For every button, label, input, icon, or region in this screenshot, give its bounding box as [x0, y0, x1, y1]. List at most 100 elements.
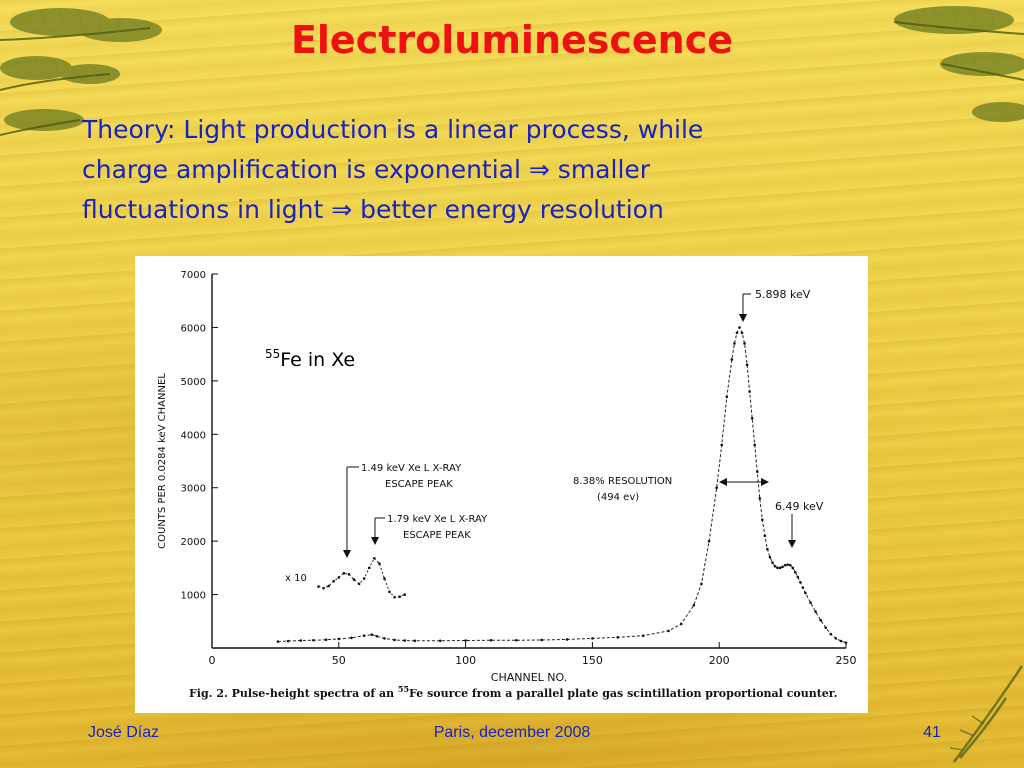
main-spectrum-point	[778, 566, 782, 570]
y-tick-label: 4000	[181, 430, 206, 441]
escape-peak-1-label-line1: 1.49 keV Xe L X-RAY	[361, 463, 462, 474]
x10-spectrum-point	[332, 579, 336, 583]
main-spectrum-point	[730, 358, 734, 361]
main-spectrum-point	[393, 638, 396, 642]
y-tick-label: 3000	[181, 484, 206, 495]
main-spectrum-point	[738, 326, 741, 329]
main-spectrum-point	[715, 486, 718, 490]
grass-stroke-decoration	[949, 665, 1024, 763]
escape-peak-1-arrowhead	[343, 550, 351, 558]
escape-peak-2-arrowhead	[371, 537, 379, 545]
x-tick-label: 200	[709, 654, 730, 667]
pine-branch-right-decoration	[893, 6, 1024, 122]
x10-spectrum-point	[347, 572, 351, 576]
x-tick-label: 250	[836, 654, 857, 667]
caption-superscript: 55	[398, 684, 409, 694]
main-spectrum-point	[350, 636, 353, 640]
main-spectrum-point	[591, 637, 594, 640]
main-spectrum-point	[766, 547, 769, 551]
main-spectrum-point	[692, 603, 696, 607]
main-spectrum-point	[438, 639, 442, 643]
main-spectrum-point	[788, 563, 792, 567]
fe-in-xe-text: Fe in Xe	[280, 349, 355, 371]
main-spectrum-point	[667, 629, 670, 633]
pine-branch-left-decoration	[0, 8, 162, 136]
main-spectrum-point	[783, 563, 787, 567]
y-tick-label: 2000	[181, 537, 206, 548]
main-spectrum-point	[791, 566, 795, 570]
x10-spectrum-point	[403, 593, 407, 596]
x10-spectrum-point	[337, 576, 341, 579]
main-spectrum-point	[286, 639, 290, 643]
caption-part-a: Fig. 2. Pulse-height spectra of an	[189, 687, 398, 700]
x-tick-label: 100	[455, 654, 476, 667]
x10-spectrum-point	[357, 582, 361, 586]
main-spectrum-point	[641, 634, 645, 638]
main-spectrum-point	[337, 637, 341, 641]
theory-line-2: charge amplification is exponential ⇒ sm…	[82, 150, 912, 190]
y-tick-label: 7000	[181, 270, 206, 281]
main-spectrum-line	[277, 326, 847, 644]
x10-spectrum-point	[367, 566, 371, 570]
main-spectrum-point	[776, 566, 779, 570]
main-spectrum-point	[771, 561, 774, 564]
main-spectrum-point	[755, 470, 759, 473]
main-spectrum-point	[839, 639, 843, 643]
main-spectrum-point	[750, 416, 754, 420]
main-spectrum-point	[370, 633, 374, 636]
axis-ticks: 0 50 100 150 200 250 1000 2000 3000 4000 5000 6000 7…	[181, 270, 857, 667]
main-spectrum-point	[489, 638, 493, 642]
footer-author: José Díaz	[88, 724, 160, 741]
main-spectrum-point	[403, 639, 407, 642]
main-spectrum-point	[464, 639, 467, 642]
main-spectrum-point	[276, 640, 280, 643]
main-spectrum-point	[720, 443, 724, 447]
main-spectrum-point	[801, 586, 805, 589]
y-tick-label: 5000	[181, 377, 206, 388]
main-spectrum-point	[616, 636, 620, 639]
escape-peak-2-label-line2: ESCAPE PEAK	[403, 530, 471, 541]
main-spectrum-point	[383, 637, 386, 640]
x10-spectrum-point	[362, 577, 366, 580]
scale-factor-label: x 10	[285, 573, 307, 584]
main-spectrum-series	[276, 326, 848, 644]
main-spectrum-point	[375, 634, 379, 638]
implies-arrow-icon: ⇒	[528, 155, 550, 184]
main-spectrum-point	[743, 342, 746, 345]
main-spectrum-point	[804, 591, 807, 595]
main-spectrum-point	[799, 580, 802, 584]
x10-spectrum-point	[373, 556, 376, 560]
main-spectrum-point	[312, 638, 315, 642]
main-spectrum-point	[324, 638, 328, 642]
resolution-label-line1: 8.38% RESOLUTION	[573, 476, 672, 487]
main-spectrum-point	[829, 632, 833, 636]
main-spectrum-point	[707, 539, 711, 543]
footer-place-date: Paris, december 2008	[433, 724, 591, 741]
main-spectrum-point	[844, 641, 848, 644]
main-spectrum-point	[733, 342, 736, 345]
peak-main-label: 5.898 keV	[755, 288, 811, 301]
theory-line-1: Theory: Light production is a linear pro…	[82, 115, 704, 144]
spectrum-figure: 0 50 100 150 200 250 1000 2000 3000 4000 5000 6000 7…	[135, 256, 868, 713]
main-spectrum-point	[740, 331, 744, 335]
resolution-arrowhead-left	[719, 478, 727, 486]
x10-spectrum-point	[383, 577, 386, 580]
main-spectrum-point	[745, 363, 749, 367]
main-spectrum-point	[773, 564, 777, 568]
scaled-x10-series	[317, 556, 407, 599]
main-spectrum-point	[796, 575, 800, 579]
line-3-part-b: better energy resolution	[360, 195, 664, 224]
main-spectrum-point	[299, 639, 303, 642]
main-spectrum-point	[725, 395, 729, 399]
pulse-height-spectrum-chart: 0 50 100 150 200 250 1000 2000 3000 4000 5000 6000 7…	[157, 270, 857, 700]
main-spectrum-point	[758, 497, 762, 500]
main-spectrum-point	[781, 565, 784, 569]
main-spectrum-point	[413, 639, 417, 643]
main-spectrum-point	[814, 610, 817, 613]
x10-spectrum-point	[393, 595, 396, 599]
main-spectrum-point	[824, 626, 828, 629]
x-tick-label: 0	[209, 654, 216, 667]
x10-spectrum-point	[342, 571, 346, 575]
main-spectrum-point	[700, 582, 703, 586]
escape-peak-1-label-line2: ESCAPE PEAK	[385, 479, 453, 490]
